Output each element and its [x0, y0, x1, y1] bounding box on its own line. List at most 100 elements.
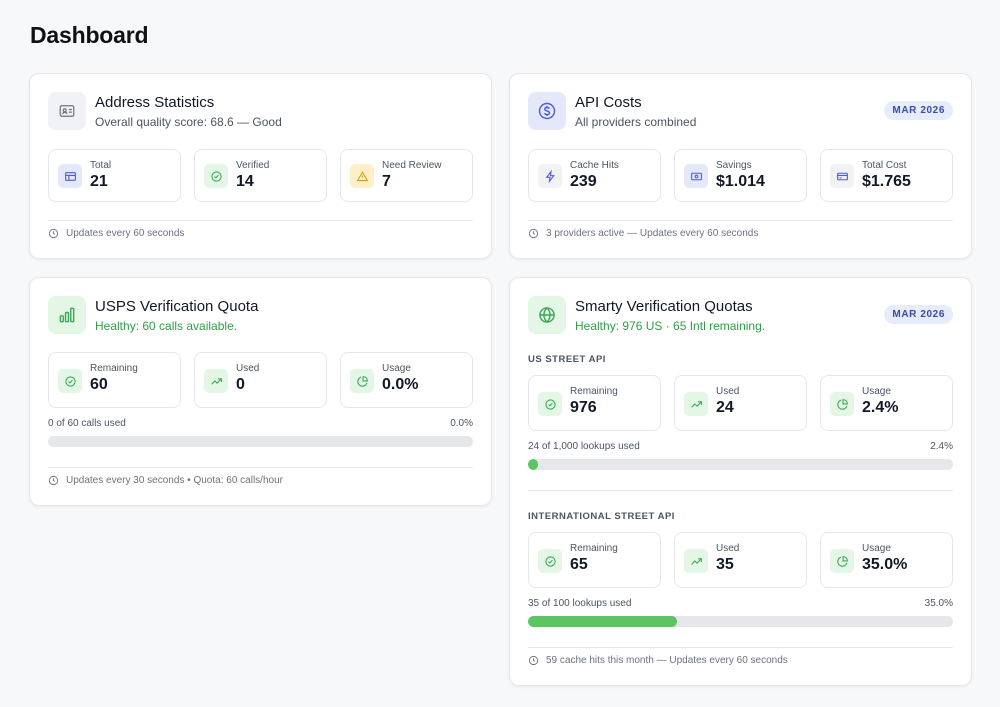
stat-label: Verified: [236, 160, 270, 171]
card-title: API Costs: [575, 94, 642, 111]
credit-card-icon: [830, 164, 854, 188]
clock-icon: [48, 228, 59, 239]
stat-savings: Savings $1.014: [674, 149, 807, 202]
stat-value: 239: [570, 173, 597, 190]
stat-label: Usage: [382, 363, 411, 374]
stat-label: Remaining: [90, 363, 138, 374]
check-circle-icon: [538, 549, 562, 573]
stat-value: 21: [90, 173, 108, 190]
stat-value: 65: [570, 556, 588, 573]
progress-bar: [48, 436, 473, 447]
progress-label-row: 24 of 1,000 lookups used 2.4%: [528, 441, 953, 452]
stat-remaining: Remaining 65: [528, 532, 661, 588]
divider: [528, 490, 953, 491]
stat-label: Usage: [862, 386, 891, 397]
stat-label: Remaining: [570, 543, 618, 554]
stat-label: Total Cost: [862, 160, 907, 171]
api-costs-card: API Costs All providers combined MAR 202…: [509, 73, 972, 259]
smarty-quotas-card: Smarty Verification Quotas Healthy: 976 …: [509, 277, 972, 686]
stat-label: Used: [716, 386, 740, 397]
stat-label: Used: [236, 363, 260, 374]
check-circle-icon: [538, 392, 562, 416]
stat-value: $1.765: [862, 173, 911, 190]
check-circle-icon: [204, 164, 228, 188]
id-card-icon: [48, 92, 86, 130]
clock-icon: [48, 475, 59, 486]
pie-chart-icon: [830, 549, 854, 573]
clock-icon: [528, 655, 539, 666]
lightning-icon: [538, 164, 562, 188]
footer-text: 3 providers active — Updates every 60 se…: [546, 228, 759, 239]
stat-remaining: Remaining 976: [528, 375, 661, 431]
progress-percent: 0.0%: [450, 418, 473, 429]
stat-used: Used 24: [674, 375, 807, 431]
trending-up-icon: [684, 392, 708, 416]
stat-label: Used: [716, 543, 740, 554]
health-status-text: Healthy: 976 US · 65 Intl remaining.: [575, 319, 766, 333]
stat-total: Total 21: [48, 149, 181, 202]
trending-up-icon: [204, 369, 228, 393]
stat-value: 35.0%: [862, 556, 908, 573]
stat-used: Used 35: [674, 532, 807, 588]
health-status-text: Healthy: 60 calls available.: [95, 319, 238, 333]
stat-label: Need Review: [382, 160, 442, 171]
divider: [528, 647, 953, 648]
stat-need-review: Need Review 7: [340, 149, 473, 202]
stat-label: Usage: [862, 543, 891, 554]
card-title: Smarty Verification Quotas: [575, 298, 753, 315]
stat-value: 2.4%: [862, 399, 899, 416]
stat-used: Used 0: [194, 352, 327, 408]
progress-text: 0 of 60 calls used: [48, 418, 126, 429]
warning-icon: [350, 164, 374, 188]
check-circle-icon: [58, 369, 82, 393]
card-title: USPS Verification Quota: [95, 298, 259, 315]
page-title: Dashboard: [30, 22, 149, 48]
stat-value: 60: [90, 376, 108, 393]
globe-icon: [528, 296, 566, 334]
pie-chart-icon: [350, 369, 374, 393]
card-title: Address Statistics: [95, 94, 215, 111]
period-badge: MAR 2026: [884, 101, 953, 120]
progress-label-row: 0 of 60 calls used 0.0%: [48, 418, 473, 429]
card-footer: Updates every 30 seconds • Quota: 60 cal…: [48, 475, 283, 486]
progress-fill: [528, 459, 539, 470]
progress-bar: [528, 459, 953, 470]
stat-value: $1.014: [716, 173, 765, 190]
card-subtitle: All providers combined: [575, 115, 697, 129]
table-icon: [58, 164, 82, 188]
clock-icon: [528, 228, 539, 239]
footer-text: Updates every 60 seconds: [66, 228, 185, 239]
progress-text: 24 of 1,000 lookups used: [528, 441, 640, 452]
progress-bar: [528, 616, 953, 627]
pie-chart-icon: [830, 392, 854, 416]
divider: [48, 220, 473, 221]
address-statistics-card: Address Statistics Overall quality score…: [29, 73, 492, 259]
progress-text: 35 of 100 lookups used: [528, 598, 632, 609]
stat-usage: Usage 2.4%: [820, 375, 953, 431]
stat-value: 976: [570, 399, 597, 416]
money-icon: [684, 164, 708, 188]
card-header: API Costs All providers combined MAR 202…: [528, 92, 953, 132]
card-footer: 59 cache hits this month — Updates every…: [528, 655, 788, 666]
stat-label: Cache Hits: [570, 160, 619, 171]
progress-label-row: 35 of 100 lookups used 35.0%: [528, 598, 953, 609]
card-header: USPS Verification Quota Healthy: 60 call…: [48, 296, 473, 336]
footer-text: Updates every 30 seconds • Quota: 60 cal…: [66, 475, 283, 486]
stat-value: 14: [236, 173, 254, 190]
stat-value: 7: [382, 173, 391, 190]
stat-remaining: Remaining 60: [48, 352, 181, 408]
bar-chart-icon: [48, 296, 86, 334]
usps-quota-card: USPS Verification Quota Healthy: 60 call…: [29, 277, 492, 506]
divider: [528, 220, 953, 221]
dollar-icon: [528, 92, 566, 130]
stat-cache-hits: Cache Hits 239: [528, 149, 661, 202]
stat-value: 0.0%: [382, 376, 419, 393]
stat-label: Total: [90, 160, 112, 171]
stat-value: 0: [236, 376, 245, 393]
progress-percent: 35.0%: [924, 598, 953, 609]
stat-verified: Verified 14: [194, 149, 327, 202]
period-badge: MAR 2026: [884, 305, 953, 324]
card-footer: 3 providers active — Updates every 60 se…: [528, 228, 758, 239]
card-header: Address Statistics Overall quality score…: [48, 92, 473, 132]
quality-score-text: Overall quality score: 68.6 — Good: [95, 115, 282, 129]
